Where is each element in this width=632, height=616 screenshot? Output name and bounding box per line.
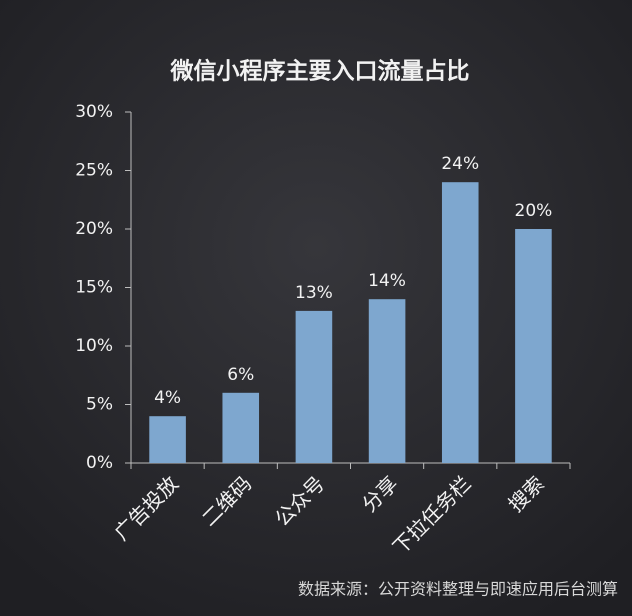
bar (368, 299, 406, 463)
value-label: 24% (441, 154, 479, 174)
value-label: 4% (154, 388, 181, 408)
bar (222, 392, 260, 463)
bar (149, 416, 186, 463)
bar (441, 182, 479, 463)
chart-title: 微信小程序主要入口流量占比 (170, 58, 470, 85)
value-label: 13% (295, 283, 333, 303)
y-tick-label: 25% (75, 161, 113, 181)
y-tick-label: 10% (75, 336, 113, 356)
bar (295, 310, 333, 463)
value-label: 14% (368, 271, 406, 291)
value-label: 6% (227, 365, 254, 385)
y-tick-label: 0% (86, 453, 113, 473)
value-label: 20% (515, 201, 553, 221)
source-note: 数据来源：公开资料整理与即速应用后台测算 (298, 580, 618, 599)
y-tick-label: 30% (75, 102, 113, 122)
y-tick-label: 20% (75, 219, 113, 239)
y-tick-label: 15% (75, 278, 113, 298)
y-tick-label: 5% (86, 395, 113, 415)
bar (515, 229, 552, 463)
